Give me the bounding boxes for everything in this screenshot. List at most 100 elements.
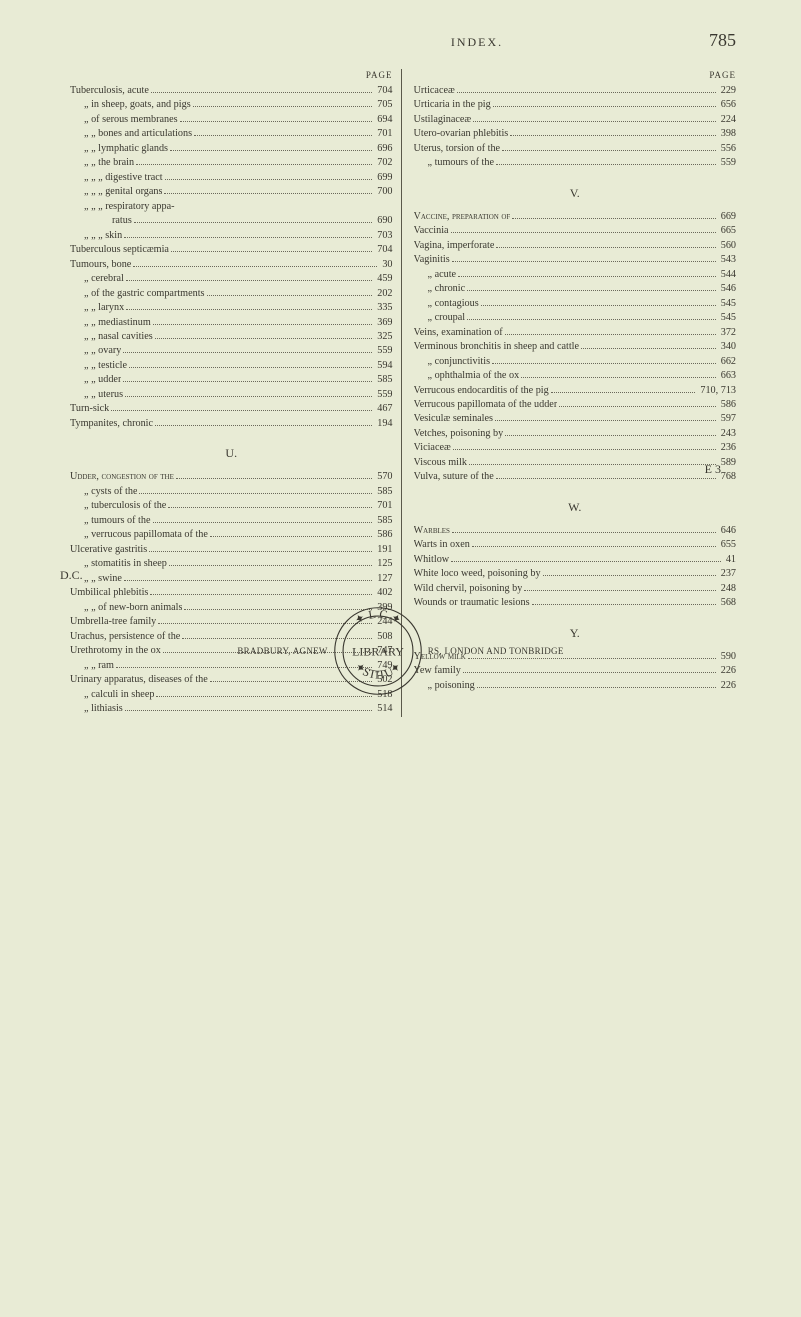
index-entry: Utero-ovarian phlebitis398 [414, 127, 737, 141]
index-entry: „ contagious545 [414, 297, 737, 311]
entry-leader-dots [452, 261, 716, 262]
entry-page: 570 [374, 470, 392, 484]
entry-page: 372 [718, 326, 736, 340]
index-entry: „ „ „ respiratory appa- [70, 200, 393, 214]
entry-label: „ „ lymphatic glands [84, 142, 168, 156]
entry-label: „ „ udder [84, 373, 121, 387]
index-entry: „ „ nasal cavities325 [70, 330, 393, 344]
entry-leader-dots [469, 464, 716, 465]
index-entry: Ulcerative gastritis191 [70, 543, 393, 557]
page-number: 785 [709, 30, 736, 51]
entry-label: „ „ mediastinum [84, 316, 151, 330]
entry-page: 543 [718, 253, 736, 267]
index-entry: Udder, congestion of the570 [70, 470, 393, 484]
index-entry: „ „ ovary559 [70, 344, 393, 358]
entry-label: „ chronic [428, 282, 466, 296]
entry-label: Tuberculosis, acute [70, 84, 149, 98]
entry-page: 236 [718, 441, 736, 455]
entry-page: 710, 713 [697, 384, 736, 398]
index-entry: „ chronic546 [414, 282, 737, 296]
index-entry: Vaccinia665 [414, 224, 737, 238]
entry-leader-dots [521, 377, 716, 378]
entry-leader-dots [492, 363, 716, 364]
entry-page: 398 [718, 127, 736, 141]
footer: D.C. BRADBURY, AGNEW ✦ L C ✦ ✦STITU✦ LIB… [60, 568, 741, 697]
entry-label: „ tuberculosis of the [84, 499, 166, 513]
svg-text:✦ L C ✦: ✦ L C ✦ [352, 606, 404, 626]
imprint-right: RS, LONDON AND TONBRIDGE [428, 646, 564, 656]
index-entry: Tumours, bone30 [70, 258, 393, 272]
index-entry: „ „ testicle594 [70, 359, 393, 373]
index-entry: „ verrucous papillomata of the586 [70, 528, 393, 542]
library-stamp-icon: ✦ L C ✦ ✦STITU✦ LIBRARY [332, 605, 424, 697]
entry-page: 229 [718, 84, 736, 98]
entry-label: „ in sheep, goats, and pigs [84, 98, 191, 112]
entry-leader-dots [171, 251, 372, 252]
index-entry: „ tumours of the 585 [70, 514, 393, 528]
page-label-left: PAGE [70, 69, 393, 82]
entry-leader-dots [194, 135, 372, 136]
entry-label: Turn-sick [70, 402, 109, 416]
left-entries-block: Tuberculosis, acute704„ in sheep, goats,… [70, 84, 393, 432]
entry-leader-dots [458, 276, 716, 277]
entry-page: 514 [374, 702, 392, 716]
entry-leader-dots [153, 522, 373, 523]
index-entry: Vaginitis543 [414, 253, 737, 267]
entry-leader-dots [139, 493, 372, 494]
entry-label: „ „ the brain [84, 156, 134, 170]
entry-leader-dots [168, 507, 372, 508]
index-entry: „ „ uterus559 [70, 388, 393, 402]
index-entry: Tuberculosis, acute704 [70, 84, 393, 98]
entry-page: 340 [718, 340, 736, 354]
entry-label: Verminous bronchitis in sheep and cattle [414, 340, 580, 354]
entry-page: 669 [718, 210, 736, 224]
entry-label: „ „ ovary [84, 344, 121, 358]
entry-page: 665 [718, 224, 736, 238]
entry-page: 700 [374, 185, 392, 199]
entry-label: „ „ bones and articulations [84, 127, 192, 141]
entry-leader-dots [149, 551, 372, 552]
entry-page: 585 [374, 514, 392, 528]
index-entry: Vulva, suture of the768 [414, 470, 737, 484]
entry-page: 705 [374, 98, 392, 112]
index-entry: „ tumours of the559 [414, 156, 737, 170]
entry-label: Ustilaginaceæ [414, 113, 472, 127]
entry-leader-dots [176, 478, 372, 479]
entry-label: Verrucous papillomata of the udder [414, 398, 558, 412]
entry-page: 696 [374, 142, 392, 156]
entry-leader-dots [496, 478, 716, 479]
entry-page: 702 [374, 156, 392, 170]
entry-leader-dots [473, 121, 716, 122]
entry-page: 690 [374, 214, 392, 228]
entry-page: 701 [374, 499, 392, 513]
entry-leader-dots [126, 309, 372, 310]
entry-label: Vaccine, preparation of [414, 210, 511, 224]
entry-leader-dots [451, 561, 721, 562]
entry-leader-dots [123, 352, 372, 353]
entry-leader-dots [180, 121, 373, 122]
index-entry: „ „ „ genital organs700 [70, 185, 393, 199]
entry-label: „ contagious [428, 297, 479, 311]
index-entry: Vesiculæ seminales597 [414, 412, 737, 426]
imprint-row: BRADBURY, AGNEW ✦ L C ✦ ✦STITU✦ LIBRARY … [60, 605, 741, 697]
index-entry: „ conjunctivitis662 [414, 355, 737, 369]
index-entry: Vaccine, preparation of 669 [414, 210, 737, 224]
entry-leader-dots [505, 334, 716, 335]
index-entry: „ „ „ skin703 [70, 229, 393, 243]
index-entry: „ of the gastric compartments202 [70, 287, 393, 301]
entry-leader-dots [133, 266, 377, 267]
entry-label: Urticaria in the pig [414, 98, 491, 112]
entry-page: 559 [718, 156, 736, 170]
entry-label: „ „ larynx [84, 301, 124, 315]
entry-label: „ „ nasal cavities [84, 330, 153, 344]
entry-leader-dots [155, 425, 372, 426]
entry-label: „ tumours of the [84, 514, 151, 528]
index-entry: Verminous bronchitis in sheep and cattle… [414, 340, 737, 354]
entry-label: Viscous milk [414, 456, 467, 470]
entry-page: 335 [374, 301, 392, 315]
signature-left: D.C. [60, 568, 741, 583]
entry-page: 597 [718, 412, 736, 426]
index-entry: „ in sheep, goats, and pigs 705 [70, 98, 393, 112]
entry-page: 662 [718, 355, 736, 369]
entry-page: 663 [718, 369, 736, 383]
